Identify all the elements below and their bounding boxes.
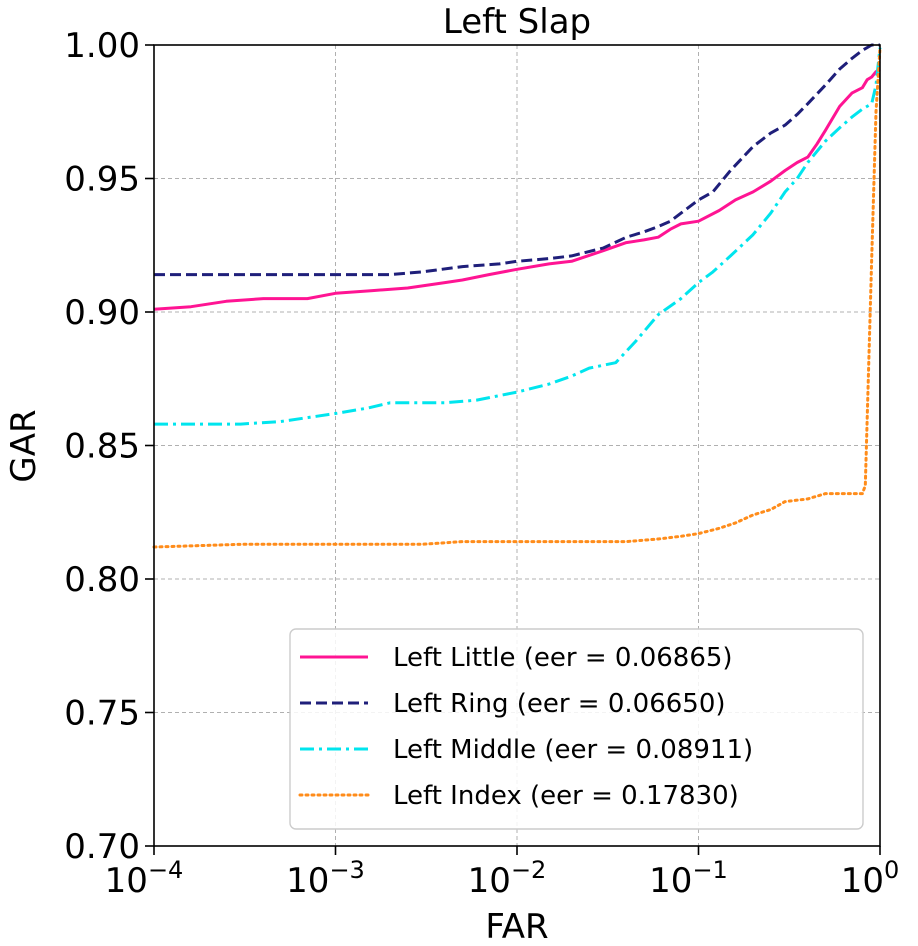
y-tick-label: 0.90 <box>64 293 140 333</box>
y-tick-label: 0.85 <box>64 427 140 467</box>
data-series <box>152 43 882 549</box>
x-tick-label: 10−2 <box>468 856 547 901</box>
x-tick-label: 100 <box>841 856 900 901</box>
series-line-3 <box>152 46 882 549</box>
series-line-0 <box>153 67 881 311</box>
y-tick-label: 0.70 <box>64 827 140 867</box>
x-tick-exponent: −1 <box>692 856 727 884</box>
x-axis-label: FAR <box>485 907 548 946</box>
legend-label: Left Ring (eer = 0.06650) <box>393 689 726 719</box>
series-line-1 <box>154 43 880 277</box>
x-tick-label: 10−1 <box>649 856 728 901</box>
x-tick-exponent: −3 <box>329 856 364 884</box>
x-tick-base: 10 <box>105 861 148 901</box>
x-tick-base: 10 <box>649 861 692 901</box>
x-tick-base: 10 <box>286 861 329 901</box>
legend-label: Left Index (eer = 0.17830) <box>393 781 739 811</box>
chart-title: Left Slap <box>443 2 591 42</box>
y-tick-label: 1.00 <box>64 26 140 66</box>
y-tick-label: 0.95 <box>64 160 140 200</box>
y-axis-label: GAR <box>4 409 44 482</box>
x-tick-base: 10 <box>468 861 511 901</box>
x-tick-exponent: −2 <box>511 856 546 884</box>
x-tick-base: 10 <box>841 861 884 901</box>
y-tick-label: 0.80 <box>64 560 140 600</box>
series-line-2 <box>154 47 882 426</box>
legend: Left Little (eer = 0.06865) Left Ring (ee… <box>289 628 864 830</box>
y-tick-label: 0.75 <box>64 694 140 734</box>
legend-label: Left Middle (eer = 0.08911) <box>393 735 753 765</box>
x-tick-label: 10−4 <box>105 856 184 901</box>
x-tick-label: 10−3 <box>286 856 365 901</box>
x-tick-exponent: −4 <box>148 856 183 884</box>
legend-box <box>289 628 864 830</box>
legend-label: Left Little (eer = 0.06865) <box>393 643 733 673</box>
x-tick-exponent: 0 <box>884 856 899 884</box>
